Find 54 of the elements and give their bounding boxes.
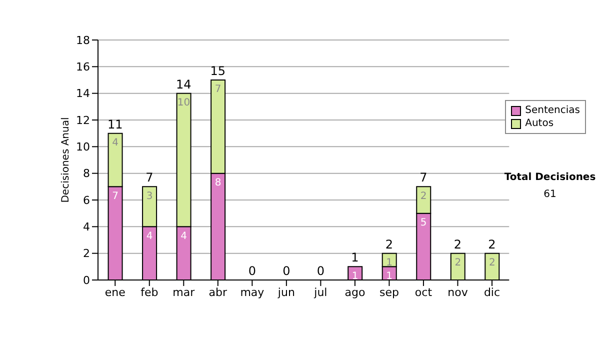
x-tick-label: abr [208, 286, 228, 299]
y-tick-label: 16 [76, 60, 90, 74]
total-label: 0 [282, 264, 290, 278]
x-tick-label: may [240, 286, 265, 299]
total-label: 0 [316, 264, 325, 278]
data-label: 2 [420, 190, 427, 202]
total-label: 7 [146, 170, 154, 185]
y-tick-label: 4 [83, 220, 90, 234]
data-label: 7 [214, 84, 222, 96]
x-tick-label: jun [276, 286, 295, 299]
data-label: 4 [146, 230, 153, 242]
total-label: 2 [454, 237, 462, 252]
annotation: Total Decisiones [503, 172, 597, 183]
total-label: 1 [351, 250, 359, 265]
total-label: 2 [488, 237, 496, 252]
total-label: 11 [107, 117, 123, 132]
data-label: 2 [454, 257, 462, 268]
data-label: 8 [214, 177, 222, 188]
x-tick-label: oct [414, 286, 433, 299]
y-tick-label: 6 [83, 194, 90, 207]
y-tick-label: 0 [83, 274, 90, 287]
data-label: 1 [352, 270, 358, 282]
data-label: 10 [177, 97, 190, 108]
y-tick-label: 8 [83, 167, 90, 180]
data-label: 4 [180, 230, 187, 242]
total-label: 7 [420, 170, 428, 185]
x-tick-label: feb [140, 286, 158, 299]
data-label: 1 [386, 257, 393, 268]
data-label: 1 [386, 270, 393, 282]
y-tick-label: 18 [76, 34, 90, 47]
legend-label: Autos [525, 117, 554, 130]
text: 61 [542, 189, 558, 200]
y-tick-label: 2 [83, 247, 90, 260]
data-label: 3 [146, 190, 153, 202]
x-tick-label: ago [344, 286, 366, 299]
data-label: 5 [420, 217, 427, 228]
x-tick-label: nov [448, 286, 468, 299]
legend-label: Sentencias [525, 104, 580, 117]
total-label: 15 [210, 64, 226, 78]
total-label: 14 [176, 77, 192, 92]
x-tick-label: ene [104, 286, 126, 299]
y-tick-label: 10 [76, 140, 90, 154]
y-axis-title: Decisiones Anual [60, 117, 72, 203]
x-tick-label: dic [484, 286, 500, 299]
data-label: 4 [112, 137, 118, 148]
y-tick-label: 14 [76, 87, 90, 100]
x-tick-label: mar [172, 286, 196, 299]
total-label: 0 [248, 264, 256, 278]
data-label: 2 [488, 257, 496, 268]
x-tick-label: sep [379, 286, 399, 299]
data-label: 7 [112, 190, 118, 202]
x-tick-label: jul [313, 286, 328, 299]
y-tick-label: 12 [76, 114, 90, 127]
total-label: 2 [385, 237, 394, 252]
